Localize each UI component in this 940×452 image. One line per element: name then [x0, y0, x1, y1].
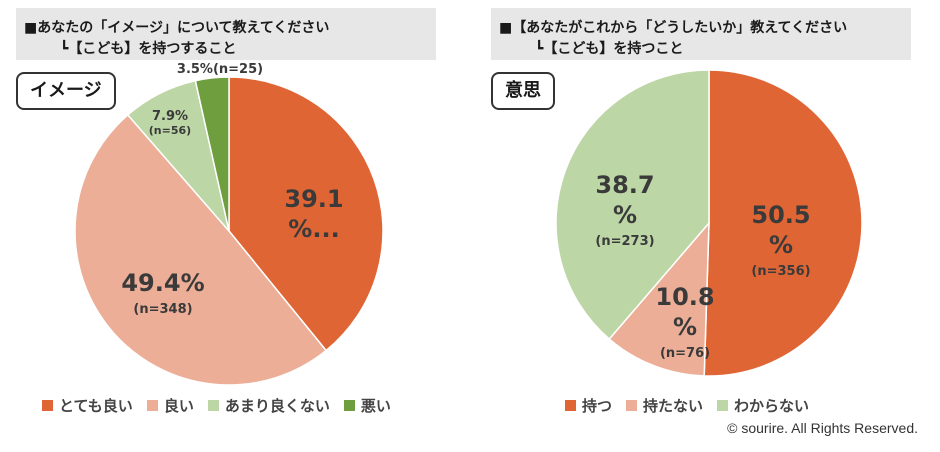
legend-item: わからない: [717, 395, 809, 416]
slice-count-label: (n=273): [595, 234, 654, 249]
left-chart-panel: ■あなたの「イメージ」について教えてください ┗【こども】を持つすること 39.…: [0, 0, 460, 452]
legend-label: 良い: [163, 397, 194, 415]
legend-swatch: [207, 400, 219, 411]
legend-item: とても良い: [42, 395, 133, 416]
pie-slice: [228, 76, 384, 352]
legend-swatch: [717, 400, 729, 411]
pie-slice: [194, 76, 230, 232]
slice-percent-sign: %: [769, 231, 793, 259]
slice-percent-sign: %: [613, 201, 637, 229]
right-pie-labels: 50.5% (n=356) 10.8% (n=76) 38.7% (n=273): [595, 171, 810, 361]
right-chart-panel: ■【あなたがこれから「どうしたいか」教えてください ┗【こども】を持つこと 50…: [475, 0, 935, 452]
slice-count-label: (n=348): [133, 302, 192, 317]
legend-swatch: [343, 400, 355, 411]
left-pie-slices: [74, 76, 384, 386]
legend-swatch: [146, 400, 158, 411]
legend-item: 持たない: [626, 395, 703, 416]
legend-label: とても良い: [59, 397, 133, 415]
slice-label: 3.5%(n=25): [177, 62, 263, 77]
right-chart-header: ■【あなたがこれから「どうしたいか」教えてください ┗【こども】を持つこと: [491, 8, 911, 60]
left-chart-title: ■あなたの「イメージ」について教えてください: [24, 20, 330, 36]
left-pie-chart: 39.1%... 49.4% (n=348) 7.9%(n=56) 3.5%(n=25): [74, 62, 384, 386]
right-chart-badge: 意思: [491, 72, 555, 110]
left-chart-legend: とても良い 良い あまり良くない 悪い: [42, 395, 391, 416]
slice-percent-label: 10.8: [655, 283, 714, 311]
legend-swatch: [565, 400, 576, 411]
copyright-text: © sourire. All Rights Reserved.: [727, 420, 918, 436]
slice-percent-label: 50.5: [751, 201, 810, 229]
legend-label: 持たない: [643, 397, 704, 415]
legend-label: 悪い: [360, 397, 391, 415]
pie-slice: [703, 69, 863, 377]
slice-percent-label: 7.9%: [152, 109, 188, 124]
slice-count-label: (n=56): [149, 124, 191, 137]
legend-swatch: [626, 400, 638, 411]
legend-item: 持つ: [565, 395, 612, 416]
slice-count-label: (n=356): [751, 264, 810, 279]
slice-percent-label: 49.4%: [121, 269, 204, 297]
right-chart-legend: 持つ 持たない わからない: [565, 395, 809, 416]
slice-percent-label: 39.1: [284, 185, 343, 213]
slice-percent-sign: %...: [288, 215, 339, 243]
pie-slice: [74, 113, 328, 386]
left-chart-badge: イメージ: [16, 72, 116, 110]
legend-item: 悪い: [343, 395, 391, 416]
slice-percent-label: 38.7: [595, 171, 654, 199]
legend-label: わからない: [734, 397, 810, 415]
right-chart-title: ■【あなたがこれから「どうしたいか」教えてください: [499, 20, 848, 36]
slice-count-label: (n=76): [660, 346, 710, 361]
legend-label: 持つ: [582, 397, 613, 415]
pie-slice: [555, 69, 710, 341]
right-pie-slices: [555, 69, 863, 377]
pie-slice: [608, 220, 710, 377]
right-chart-subtitle: ┗【こども】を持つこと: [535, 41, 684, 57]
left-chart-subtitle: ┗【こども】を持つすること: [60, 41, 237, 57]
legend-label: あまり良くない: [224, 397, 330, 415]
right-pie-chart: 50.5% (n=356) 10.8% (n=76) 38.7% (n=273): [555, 69, 863, 377]
legend-swatch: [42, 400, 53, 411]
left-pie-labels: 39.1%... 49.4% (n=348) 7.9%(n=56) 3.5%(n=25): [121, 62, 343, 317]
slice-percent-sign: %: [673, 313, 697, 341]
left-chart-header: ■あなたの「イメージ」について教えてください ┗【こども】を持つすること: [16, 8, 436, 60]
legend-item: 良い: [146, 395, 194, 416]
legend-item: あまり良くない: [207, 395, 330, 416]
